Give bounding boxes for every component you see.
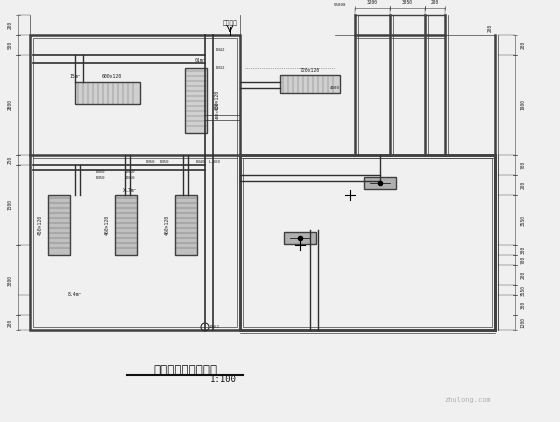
Text: 4000: 4000 [330,86,340,90]
Bar [115,195,137,255]
Text: 01m²: 01m² [194,57,206,62]
Bar [280,75,340,93]
Text: 720x120: 720x120 [300,68,320,73]
Text: 300: 300 [520,301,525,309]
Text: 2800: 2800 [7,100,12,111]
Text: 1900: 1900 [520,100,525,111]
Text: 新空调机: 新空调机 [222,20,237,26]
Text: 200: 200 [7,21,12,29]
Bar [175,195,197,255]
Text: DN50: DN50 [125,176,135,180]
Text: DN50: DN50 [145,160,155,164]
Text: 200: 200 [431,0,439,5]
Text: L-800: L-800 [209,160,221,164]
Text: 500: 500 [7,41,12,49]
Text: 450×120: 450×120 [38,215,43,235]
Text: DN50: DN50 [125,170,135,174]
Text: 1500: 1500 [7,200,12,211]
Text: 3550: 3550 [520,214,525,225]
Text: 1200: 1200 [520,317,525,328]
Text: 200: 200 [488,24,492,32]
Text: DN42: DN42 [215,48,225,52]
Text: 200: 200 [520,181,525,189]
Text: 480×120: 480×120 [214,90,220,110]
Bar [33,38,237,327]
Bar [48,195,70,255]
Text: 3550: 3550 [520,284,525,295]
Text: Dk62: Dk62 [210,325,220,329]
Text: 3200: 3200 [367,0,378,5]
Text: 200: 200 [520,41,525,49]
Bar [284,232,316,244]
Bar [364,177,396,189]
Text: 会所空调及管道平面: 会所空调及管道平面 [153,363,217,376]
Text: DN50: DN50 [95,170,105,174]
Text: 55800: 55800 [334,3,346,7]
Text: 15m²: 15m² [69,75,81,79]
Text: 200: 200 [520,271,525,279]
Text: 700: 700 [520,161,525,169]
Text: 8.4m²: 8.4m² [68,292,82,298]
Text: DN50: DN50 [95,176,105,180]
Text: 700: 700 [520,256,525,264]
Text: 600x120: 600x120 [102,75,122,79]
Text: 1:100: 1:100 [209,374,236,384]
Text: 480×120: 480×120 [216,101,220,119]
Text: 200: 200 [7,318,12,327]
Bar [75,82,140,104]
Text: 460×120: 460×120 [165,215,170,235]
Text: 300: 300 [520,246,525,254]
Bar [240,155,495,330]
Text: XL7m²: XL7m² [123,187,137,192]
Bar [185,68,207,133]
Text: 3050: 3050 [402,0,413,5]
Text: 3000: 3000 [7,274,12,286]
Text: 460×120: 460×120 [105,215,110,235]
Text: DN32: DN32 [215,66,225,70]
Bar [243,158,492,327]
Text: DN50: DN50 [160,160,170,164]
Text: 250: 250 [7,156,12,164]
Bar [30,35,240,330]
Text: DN40: DN40 [195,160,205,164]
Text: zhulong.com: zhulong.com [445,397,491,403]
